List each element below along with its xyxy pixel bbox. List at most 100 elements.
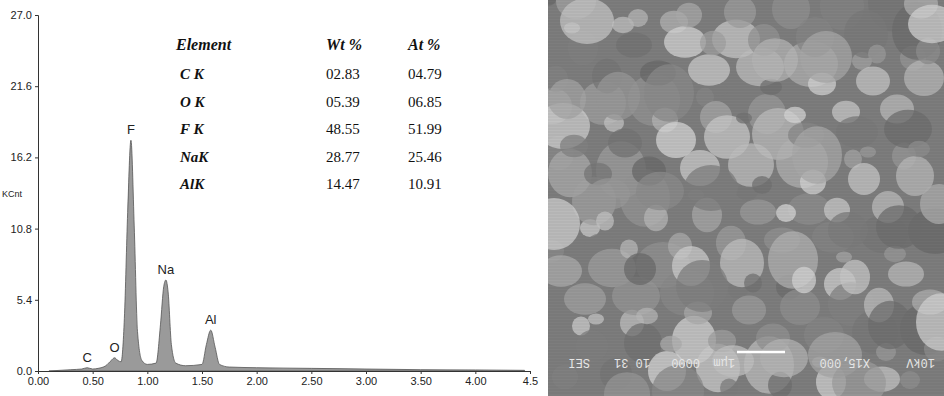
sem-scanline xyxy=(548,144,944,145)
sem-scanline xyxy=(548,90,944,91)
spectrum-area xyxy=(49,140,525,371)
y-tick-mark xyxy=(35,15,38,16)
sem-scanline xyxy=(548,162,944,163)
sem-scanline xyxy=(548,216,944,217)
sem-scanline xyxy=(548,9,944,10)
sem-scanline xyxy=(548,291,944,292)
sem-scanline xyxy=(548,357,944,358)
sem-texture xyxy=(908,141,930,158)
sem-scanline xyxy=(548,111,944,112)
table-cell: 51.99 xyxy=(408,121,442,137)
x-tick-mark xyxy=(421,371,422,374)
sem-scanline xyxy=(548,393,944,394)
sem-scanline xyxy=(548,54,944,55)
sem-scanline xyxy=(548,363,944,364)
sem-scanline xyxy=(548,315,944,316)
table-cell: 14.47 xyxy=(326,176,360,192)
table-header: At % xyxy=(407,36,440,53)
sem-scanline xyxy=(548,264,944,265)
sem-scanline xyxy=(548,39,944,40)
sem-scanline xyxy=(548,150,944,151)
sem-scanline xyxy=(548,174,944,175)
sem-scanline xyxy=(548,324,944,325)
sem-scanline xyxy=(548,360,944,361)
sem-scanline xyxy=(548,297,944,298)
sem-scanline xyxy=(548,48,944,49)
sem-scanline xyxy=(548,159,944,160)
sem-scanline xyxy=(548,255,944,256)
x-tick-label: 2.00 xyxy=(246,375,267,387)
peak-label: Na xyxy=(158,262,175,277)
sem-scanline xyxy=(548,258,944,259)
sem-caption-text: 1μm xyxy=(713,355,735,369)
y-tick-label: 10.8 xyxy=(11,223,32,235)
sem-caption-text: 10kV xyxy=(905,355,935,369)
sem-scanline xyxy=(548,273,944,274)
sem-texture xyxy=(676,260,728,312)
sem-scanline xyxy=(548,330,944,331)
y-tick-mark xyxy=(35,157,38,158)
sem-scanline xyxy=(548,318,944,319)
sem-scanline xyxy=(548,177,944,178)
sem-scanline xyxy=(548,327,944,328)
x-tick-label: 1.00 xyxy=(137,375,158,387)
sem-texture xyxy=(840,260,870,295)
sem-scanline xyxy=(548,69,944,70)
table-element: O K xyxy=(180,94,206,110)
sem-scanline xyxy=(548,303,944,304)
sem-scanline xyxy=(548,45,944,46)
sem-scanline xyxy=(548,345,944,346)
sem-caption-text: SEI xyxy=(568,355,590,369)
y-tick: 5.4 xyxy=(17,294,38,306)
sem-scanline xyxy=(548,36,944,37)
sem-scanline xyxy=(548,168,944,169)
table-element: F K xyxy=(179,121,204,137)
sem-scanline xyxy=(548,270,944,271)
x-tick: 3.50 xyxy=(410,371,431,387)
x-tick-label: 0.50 xyxy=(82,375,103,387)
x-tick: 2.00 xyxy=(246,371,267,387)
sem-texture xyxy=(560,0,614,44)
y-tick: 16.2 xyxy=(11,151,38,163)
sem-scanline xyxy=(548,12,944,13)
sem-texture xyxy=(792,267,816,293)
x-tick: 3.00 xyxy=(356,371,377,387)
sem-scanline xyxy=(548,132,944,133)
x-axis-line xyxy=(39,372,531,375)
x-tick-mark xyxy=(475,371,476,374)
sem-scanline xyxy=(548,336,944,337)
table-header: Wt % xyxy=(326,36,362,53)
sem-scanline xyxy=(548,282,944,283)
sem-texture xyxy=(752,176,772,194)
composition-table: ElementWt %At %C K02.8304.79O K05.3906.8… xyxy=(175,36,442,192)
sem-caption-text: 10 31 xyxy=(614,355,650,369)
sem-scanline xyxy=(548,24,944,25)
sem-scanline xyxy=(548,123,944,124)
sem-scanline xyxy=(548,288,944,289)
sem-scanline xyxy=(548,237,944,238)
y-tick-label: 5.4 xyxy=(17,294,32,306)
sem-scanline xyxy=(548,285,944,286)
plot-area xyxy=(49,140,525,371)
y-tick: 27.0 xyxy=(11,9,38,21)
sem-scanline xyxy=(548,210,944,211)
sem-caption: 10kVX15,0001μm000010 31SEI xyxy=(568,352,935,369)
sem-scanline xyxy=(548,261,944,262)
sem-texture xyxy=(784,107,806,124)
peak-label: F xyxy=(127,122,135,137)
sem-scanline xyxy=(548,189,944,190)
sem-scanline xyxy=(548,30,944,31)
sem-scanline xyxy=(548,378,944,379)
sem-scanline xyxy=(548,60,944,61)
sem-scanline xyxy=(548,228,944,229)
scale-bar xyxy=(737,351,785,354)
y-tick: 10.8 xyxy=(11,223,38,235)
sem-scanline xyxy=(548,186,944,187)
sem-scanline xyxy=(548,102,944,103)
table-cell: 28.77 xyxy=(326,149,360,165)
sem-scanline xyxy=(548,351,944,352)
sem-scanline xyxy=(548,171,944,172)
sem-scanline xyxy=(548,141,944,142)
table-cell: 05.39 xyxy=(326,94,360,110)
table-element: NaK xyxy=(179,149,209,165)
